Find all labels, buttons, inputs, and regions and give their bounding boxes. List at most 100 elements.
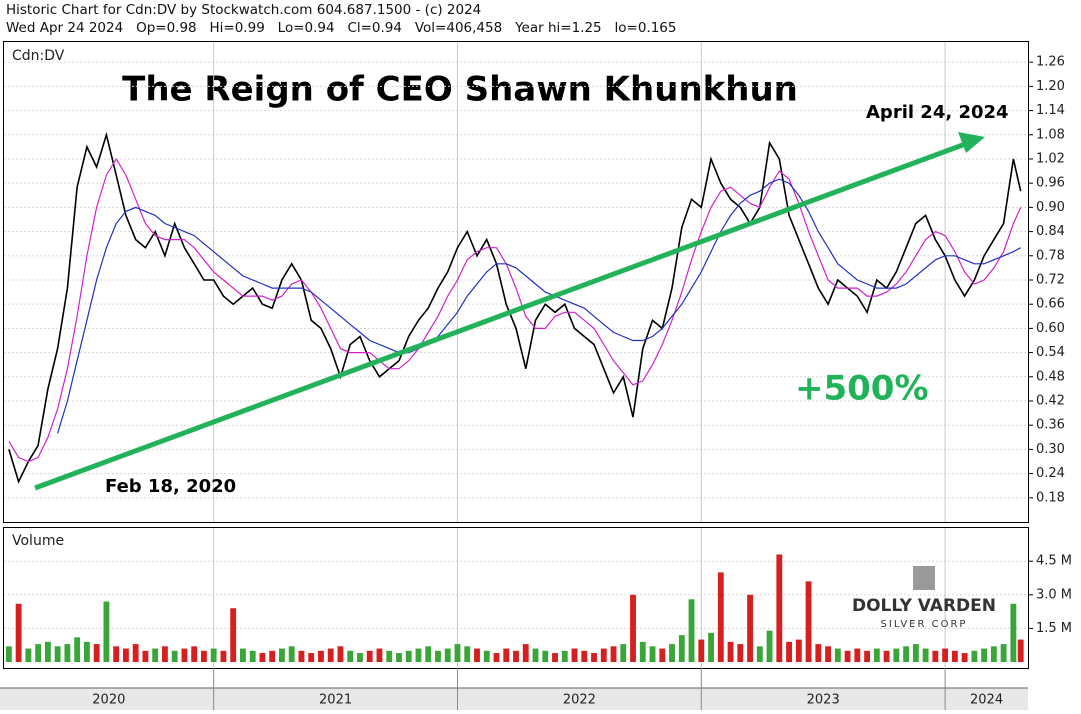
plot: 0.18 0.24 0.30 0.36 0.42 0.48 0.54 0.60 0.66 0.72…	[4, 42, 1072, 710]
x-tick-label: 2022	[563, 693, 596, 708]
x-tick-label: 2024	[970, 693, 1003, 708]
volume-bar	[756, 646, 763, 662]
volume-bar	[74, 637, 81, 662]
volume-bar	[903, 646, 910, 662]
volume-bar	[464, 646, 471, 662]
volume-bar	[122, 648, 129, 662]
header-line: Wed Apr 24 2024 Op=0.98 Hi=0.99 Lo=0.94 …	[6, 20, 676, 36]
volume-bar	[747, 594, 753, 662]
arrow-head	[958, 132, 985, 153]
volume-bar	[83, 641, 90, 662]
y-tick-label: 1.26	[1036, 55, 1065, 70]
volume-bar	[600, 648, 607, 662]
volume-bar	[825, 646, 832, 662]
volume-bar	[912, 644, 919, 662]
volume-bar	[425, 646, 432, 662]
volume-bar	[220, 650, 227, 662]
volume-bar	[103, 601, 110, 662]
volume-bar	[639, 641, 646, 662]
volume-bar	[717, 572, 724, 662]
volume-bar	[230, 608, 237, 662]
header-line: Historic Chart for Cdn:DV by Stockwatch.…	[6, 2, 481, 18]
volume-bar	[727, 641, 734, 662]
logo-icon	[913, 566, 935, 590]
symbol-label: Cdn:DV	[12, 48, 65, 64]
volume-bar	[815, 644, 822, 662]
volume-bar	[347, 650, 354, 662]
header-bg	[0, 0, 1081, 40]
date-band	[0, 688, 1028, 710]
y-tick-label: 0.18	[1036, 490, 1065, 505]
volume-bar	[620, 644, 627, 662]
volume-bar	[776, 554, 783, 662]
volume-bar	[366, 650, 373, 662]
volume-bar	[249, 650, 256, 662]
volume-bar	[805, 581, 812, 662]
volume-bar	[708, 632, 714, 662]
volume-bar	[210, 648, 217, 662]
y-tick-label: 1.14	[1036, 103, 1065, 118]
volume-bar	[942, 648, 949, 662]
volume-bar	[327, 648, 334, 662]
volume-bar	[405, 650, 412, 662]
volume-bar	[64, 644, 71, 662]
volume-bar	[834, 648, 841, 662]
y-tick-label: 0.48	[1036, 369, 1065, 384]
volume-bar	[5, 646, 12, 662]
volume-bar	[44, 641, 51, 662]
volume-bar	[269, 650, 276, 662]
y-tick-label: 1.02	[1036, 151, 1065, 166]
volume-bar	[1000, 644, 1007, 662]
volume-bar	[864, 650, 871, 662]
logo-name: DOLLY VARDEN	[852, 596, 996, 616]
y-tick-label: 0.84	[1036, 224, 1065, 239]
trend-arrow	[34, 140, 969, 491]
volume-bar	[181, 648, 188, 662]
y-tick-label: 1.08	[1036, 127, 1065, 142]
volume-bar	[259, 653, 266, 662]
volume-label: Volume	[12, 533, 64, 549]
volume-bar	[454, 644, 461, 662]
y-tick-label: 0.96	[1036, 176, 1065, 191]
volume-bar	[142, 650, 149, 662]
volume-bar	[415, 648, 422, 662]
volume-bar	[737, 644, 744, 662]
volume-bar	[678, 635, 685, 662]
logo-subtitle: SILVER CORP	[881, 619, 968, 630]
volume-bar	[171, 650, 178, 662]
volume-bar	[844, 650, 851, 662]
volume-bar	[113, 646, 120, 662]
volume-bar	[337, 646, 344, 662]
annotation: April 24, 2024	[866, 102, 1009, 123]
volume-bar	[435, 650, 441, 662]
price-line	[57, 178, 1021, 434]
annotation: +500%	[795, 369, 929, 409]
volume-bar	[659, 648, 666, 662]
volume-bar	[288, 646, 295, 662]
y-tick-label: 0.72	[1036, 272, 1065, 287]
volume-bar	[630, 594, 636, 662]
y-tick-label: 0.60	[1036, 321, 1065, 336]
y-tick-label: 3.0 M	[1036, 587, 1072, 602]
x-tick-label: 2020	[92, 693, 125, 708]
volume-bar	[191, 646, 198, 662]
volume-bar	[961, 653, 968, 662]
volume-bar	[951, 650, 958, 662]
price-line	[8, 157, 1022, 463]
y-tick-label: 0.36	[1036, 418, 1065, 433]
y-tick-label: 0.30	[1036, 442, 1065, 457]
y-tick-label: 0.66	[1036, 297, 1065, 312]
volume-bar	[522, 644, 529, 662]
volume-bar	[396, 653, 402, 662]
volume-bar	[971, 650, 978, 662]
volume-bar	[152, 648, 159, 662]
x-tick-label: 2023	[807, 693, 840, 708]
volume-bar	[649, 646, 656, 662]
volume-bar	[581, 650, 588, 662]
annotation: Feb 18, 2020	[105, 476, 236, 497]
volume-bar	[922, 648, 929, 662]
volume-bar	[513, 650, 519, 662]
volume-bar	[1010, 603, 1017, 662]
volume-bar	[376, 648, 383, 662]
volume-bar	[883, 650, 890, 662]
